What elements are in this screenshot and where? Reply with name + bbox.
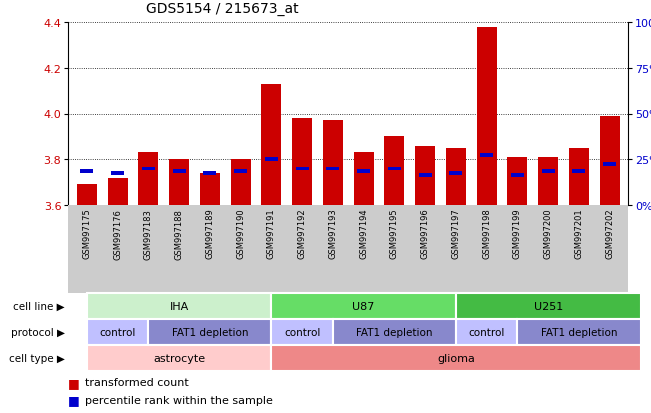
- Bar: [77, 185, 97, 206]
- Bar: [148, 319, 271, 345]
- Bar: [271, 319, 333, 345]
- Bar: [139, 153, 158, 206]
- Bar: [296, 167, 309, 171]
- Text: FAT1 depletion: FAT1 depletion: [172, 327, 248, 337]
- Bar: [87, 319, 148, 345]
- Text: GSM997176: GSM997176: [113, 208, 122, 259]
- Bar: [230, 160, 251, 206]
- Bar: [265, 158, 278, 161]
- Bar: [173, 169, 186, 173]
- Text: GSM997196: GSM997196: [421, 208, 430, 259]
- Bar: [449, 172, 462, 176]
- Text: GSM997193: GSM997193: [328, 208, 337, 259]
- Text: control: control: [284, 327, 320, 337]
- Bar: [353, 153, 374, 206]
- Text: percentile rank within the sample: percentile rank within the sample: [85, 395, 273, 405]
- Text: GSM997188: GSM997188: [174, 208, 184, 259]
- Bar: [572, 169, 585, 173]
- Text: ■: ■: [68, 376, 80, 389]
- Bar: [603, 163, 616, 166]
- Text: U87: U87: [352, 301, 375, 311]
- Bar: [80, 169, 93, 173]
- Bar: [142, 167, 155, 171]
- Text: transformed count: transformed count: [85, 377, 188, 387]
- Bar: [107, 178, 128, 206]
- Bar: [419, 174, 432, 178]
- Bar: [111, 172, 124, 176]
- Text: cell line ▶: cell line ▶: [14, 301, 65, 311]
- Bar: [271, 293, 456, 319]
- Text: GSM997175: GSM997175: [82, 208, 91, 259]
- Text: GSM997194: GSM997194: [359, 208, 368, 259]
- Text: FAT1 depletion: FAT1 depletion: [356, 327, 433, 337]
- Bar: [200, 173, 220, 206]
- Bar: [388, 167, 401, 171]
- Bar: [169, 160, 189, 206]
- Bar: [87, 293, 271, 319]
- Bar: [569, 148, 589, 206]
- Text: GSM997192: GSM997192: [298, 208, 307, 259]
- Bar: [600, 116, 620, 206]
- Text: GSM997199: GSM997199: [513, 208, 522, 259]
- Text: IHA: IHA: [169, 301, 189, 311]
- Text: GSM997190: GSM997190: [236, 208, 245, 259]
- Text: GSM997202: GSM997202: [605, 208, 615, 259]
- Bar: [271, 345, 641, 371]
- Bar: [333, 319, 456, 345]
- Text: cell type ▶: cell type ▶: [9, 353, 65, 363]
- Bar: [538, 158, 558, 206]
- Bar: [385, 137, 404, 206]
- Text: U251: U251: [534, 301, 563, 311]
- Bar: [292, 119, 312, 206]
- Bar: [326, 167, 339, 171]
- Text: GSM997189: GSM997189: [205, 208, 214, 259]
- Bar: [456, 319, 518, 345]
- Text: GSM997200: GSM997200: [544, 208, 553, 259]
- Text: control: control: [469, 327, 505, 337]
- Bar: [518, 319, 641, 345]
- Text: GSM997195: GSM997195: [390, 208, 399, 259]
- Text: GDS5154 / 215673_at: GDS5154 / 215673_at: [146, 2, 299, 16]
- Text: ■: ■: [68, 393, 80, 406]
- Bar: [508, 158, 527, 206]
- Bar: [446, 148, 466, 206]
- Bar: [511, 174, 524, 178]
- Bar: [262, 85, 281, 206]
- Bar: [477, 28, 497, 206]
- Text: GSM997201: GSM997201: [574, 208, 583, 259]
- Bar: [542, 169, 555, 173]
- Bar: [357, 169, 370, 173]
- Bar: [415, 146, 435, 206]
- Text: FAT1 depletion: FAT1 depletion: [541, 327, 617, 337]
- Text: GSM997191: GSM997191: [267, 208, 276, 259]
- Bar: [87, 345, 271, 371]
- Text: astrocyte: astrocyte: [153, 353, 205, 363]
- Text: GSM997183: GSM997183: [144, 208, 153, 259]
- Text: protocol ▶: protocol ▶: [11, 327, 65, 337]
- Bar: [203, 172, 216, 176]
- Text: GSM997197: GSM997197: [451, 208, 460, 259]
- Bar: [234, 169, 247, 173]
- Bar: [480, 154, 493, 157]
- Text: control: control: [100, 327, 136, 337]
- Bar: [323, 121, 343, 206]
- Text: GSM997198: GSM997198: [482, 208, 492, 259]
- Bar: [456, 293, 641, 319]
- Text: glioma: glioma: [437, 353, 475, 363]
